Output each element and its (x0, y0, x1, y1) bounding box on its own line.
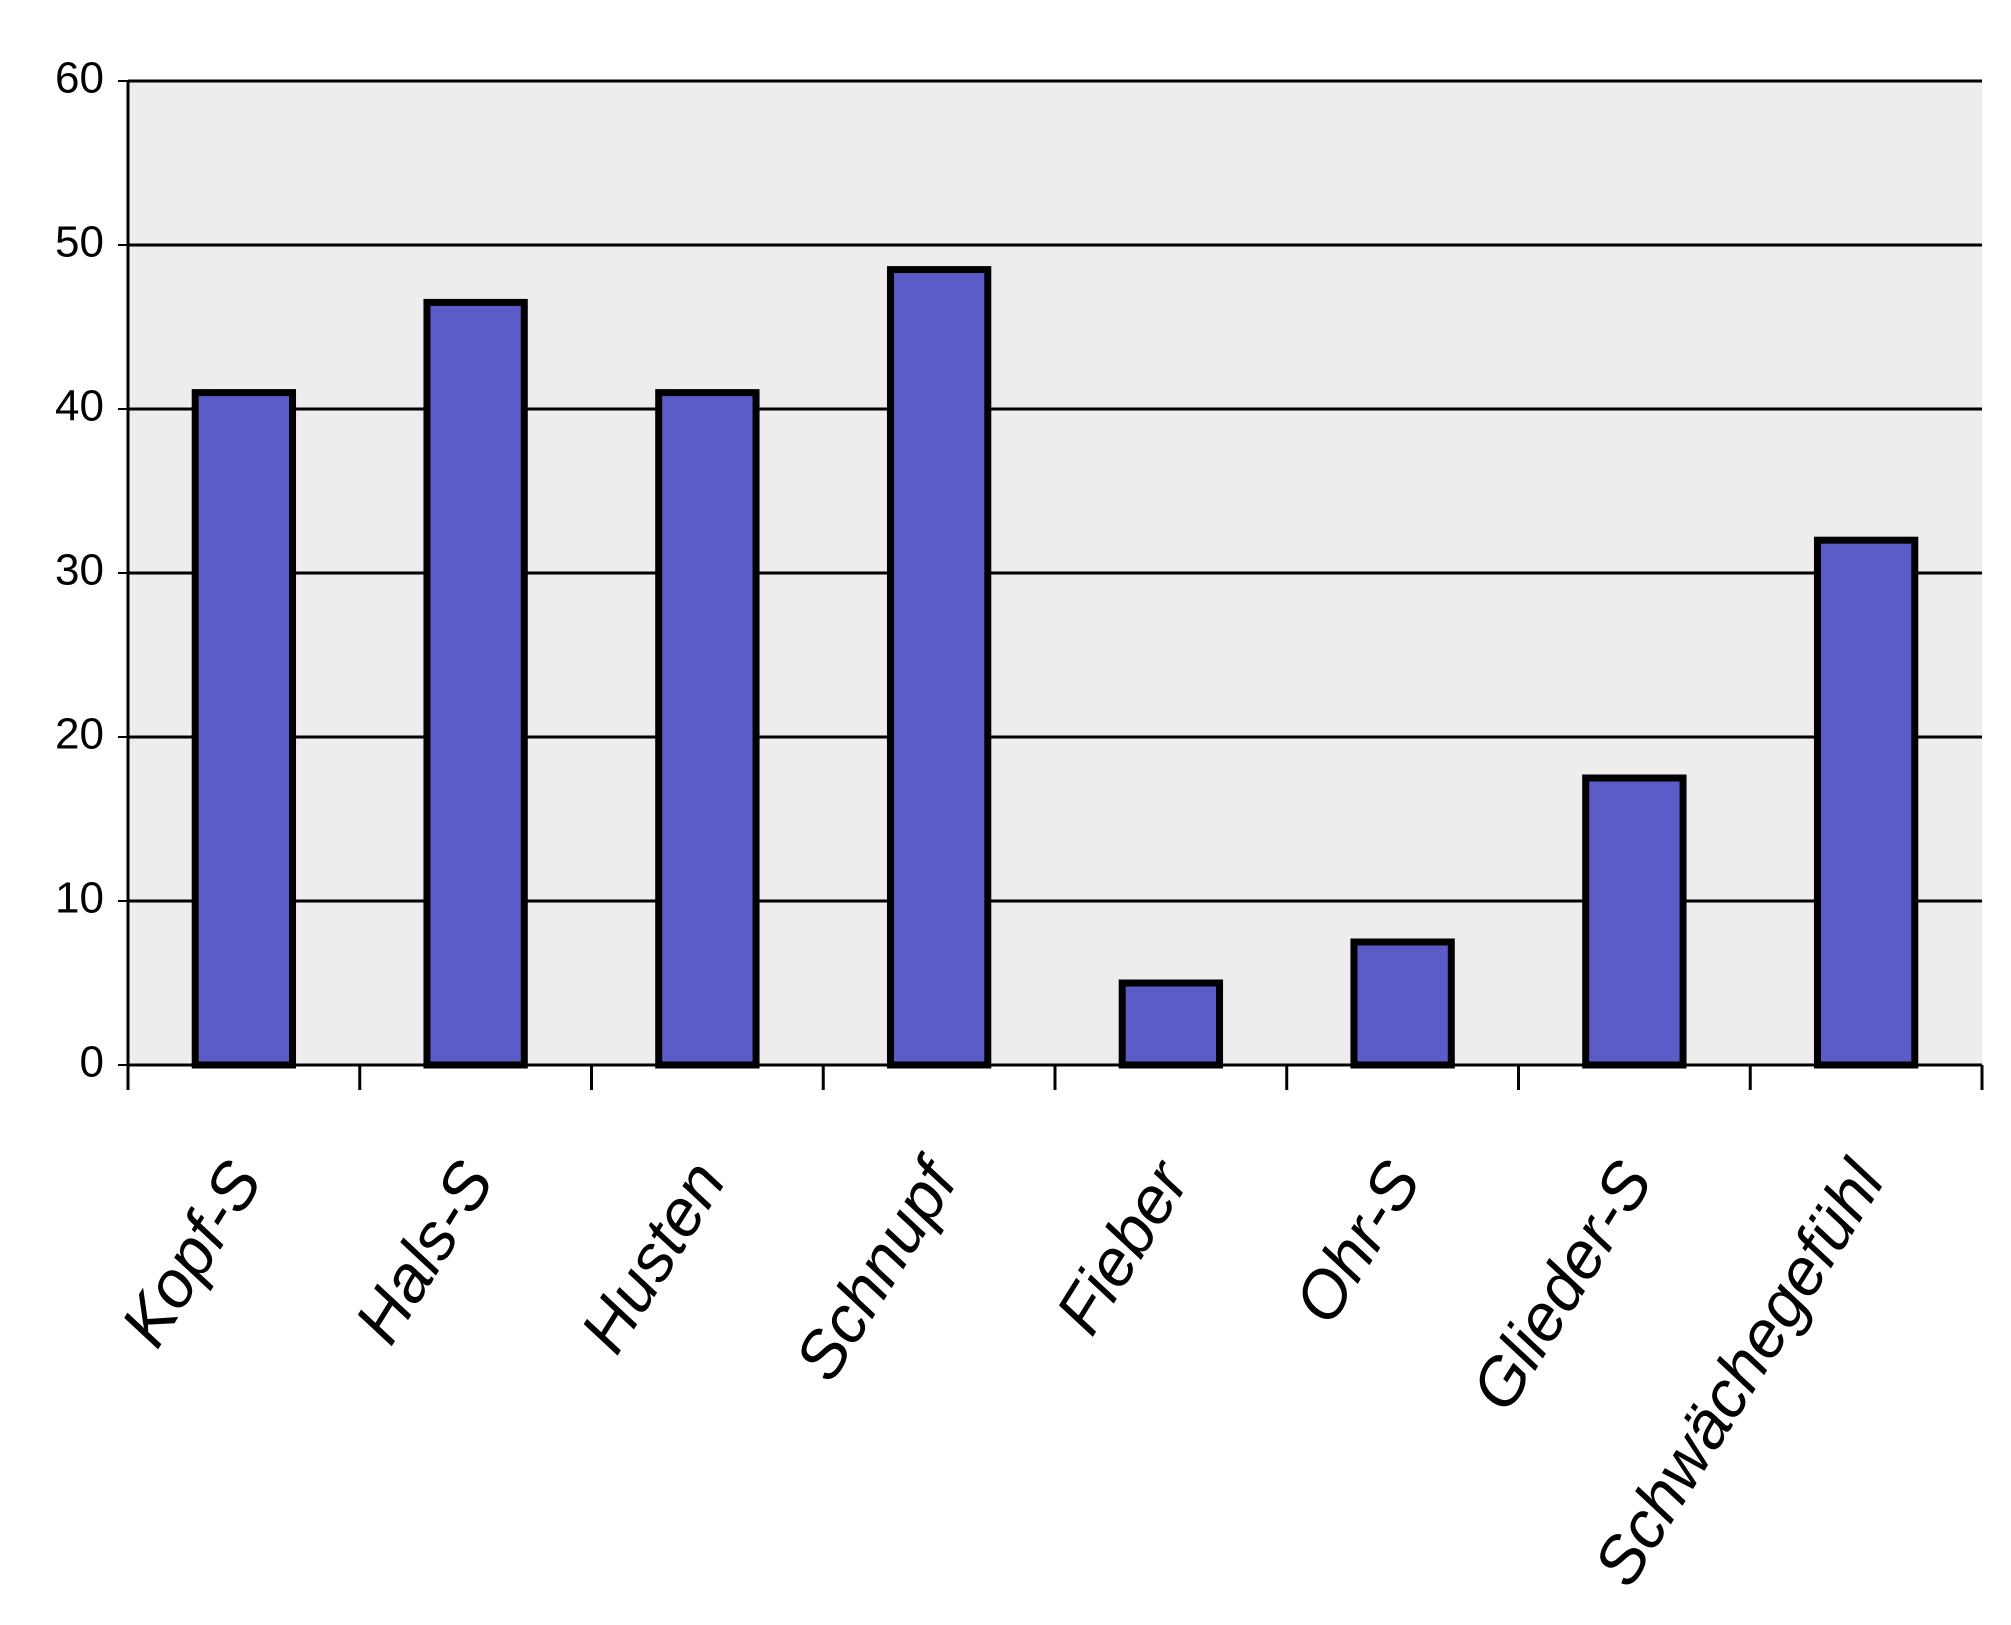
x-tick-label: Husten (566, 1148, 740, 1365)
y-tick-label: 60 (55, 54, 104, 103)
x-tick-label: Hals-S (340, 1148, 508, 1355)
x-tick-label: Kopf-S (106, 1148, 276, 1358)
bar (1582, 774, 1687, 1069)
bar (191, 389, 297, 1069)
x-tick-label: Fieber (1041, 1146, 1204, 1346)
bar (1350, 938, 1455, 1069)
y-tick-label: 50 (55, 218, 104, 267)
x-tick-label: Schnupf (780, 1143, 975, 1393)
bar (655, 389, 760, 1069)
y-tick-label: 0 (80, 1038, 104, 1087)
bar (886, 266, 992, 1069)
bar (1813, 536, 1919, 1069)
y-tick-label: 40 (55, 382, 104, 431)
y-tick-label: 10 (55, 874, 104, 923)
y-tick-label: 30 (55, 546, 104, 595)
bar (423, 298, 528, 1069)
x-tick-label: Glieder-S (1456, 1148, 1666, 1423)
y-tick-label: 20 (55, 710, 104, 759)
bar (1118, 979, 1224, 1069)
x-tick-label: Ohr-S (1279, 1148, 1434, 1335)
